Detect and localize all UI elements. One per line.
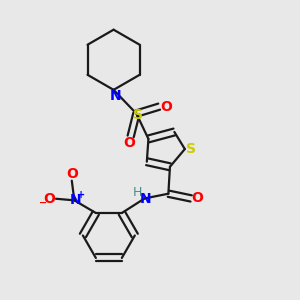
Text: O: O — [192, 191, 203, 206]
Text: O: O — [66, 167, 78, 182]
Text: N: N — [140, 192, 151, 206]
Text: S: S — [133, 108, 143, 122]
Text: O: O — [123, 136, 135, 150]
Text: −: − — [39, 198, 47, 208]
Text: N: N — [110, 88, 121, 103]
Text: S: S — [186, 142, 196, 156]
Text: O: O — [43, 192, 55, 206]
Text: N: N — [70, 193, 81, 207]
Text: +: + — [76, 190, 85, 200]
Text: H: H — [133, 186, 142, 199]
Text: O: O — [160, 100, 172, 114]
